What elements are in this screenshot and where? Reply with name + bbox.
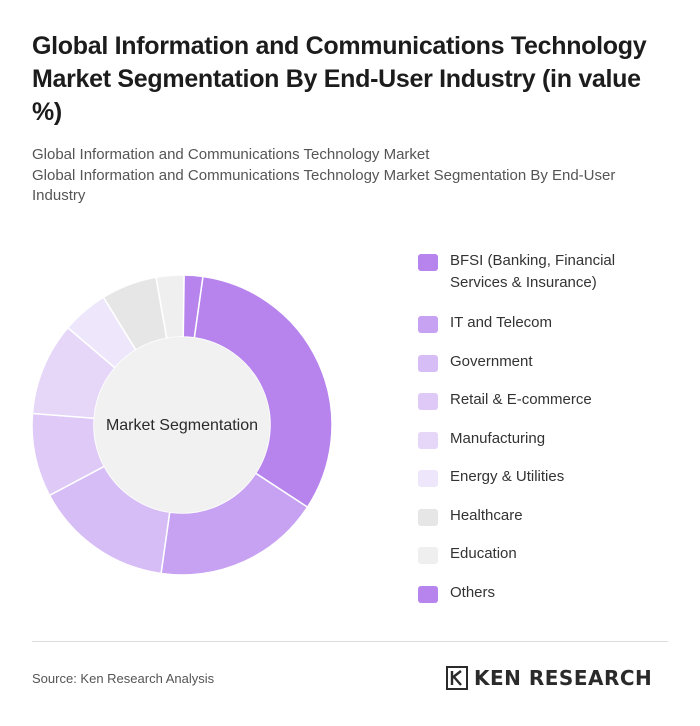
legend-swatch xyxy=(418,547,438,564)
logo-text: KEN RESEARCH xyxy=(474,666,653,690)
legend-item: Retail & E-commerce xyxy=(418,389,670,411)
legend-item: Energy & Utilities xyxy=(418,466,670,488)
legend-label: Education xyxy=(450,545,517,562)
donut-center-label: Market Segmentation xyxy=(106,417,258,434)
legend-label: Others xyxy=(450,584,496,601)
donut-hole xyxy=(94,337,270,513)
legend-label: Healthcare xyxy=(450,507,523,524)
footer-divider xyxy=(32,641,668,642)
legend-item: Manufacturing xyxy=(418,428,670,450)
chart-subtitle-2: Global Information and Communications Te… xyxy=(32,167,616,204)
legend-item: Healthcare xyxy=(418,505,670,527)
legend-item: IT and Telecom xyxy=(418,312,670,334)
chart-title: Global Information and Communications Te… xyxy=(32,32,647,126)
legend-swatch xyxy=(418,432,438,449)
legend-swatch xyxy=(418,470,438,487)
legend-swatch xyxy=(418,509,438,526)
legend-label: Retail & E-commerce xyxy=(450,391,592,408)
legend-label: Manufacturing xyxy=(450,430,546,447)
ken-research-logo: KEN RESEARCH xyxy=(446,663,652,693)
legend-label: IT and Telecom xyxy=(450,314,553,331)
ken-research-logo-icon xyxy=(446,666,468,690)
legend-item: BFSI (Banking, Financial Services & Insu… xyxy=(418,250,670,294)
legend-label: Energy & Utilities xyxy=(450,468,565,485)
legend-swatch xyxy=(418,316,438,333)
legend-label: BFSI (Banking, Financial Services & Insu… xyxy=(450,252,616,291)
legend-label: Government xyxy=(450,353,533,370)
legend-item: Government xyxy=(418,351,670,373)
chart-subtitle-1: Global Information and Communications Te… xyxy=(32,146,430,163)
legend-item: Others xyxy=(418,582,670,604)
donut-slices xyxy=(31,274,333,576)
legend-swatch xyxy=(418,393,438,410)
donut-chart: Market Segmentation xyxy=(31,274,333,576)
legend-swatch xyxy=(418,355,438,372)
legend-swatch xyxy=(418,254,438,271)
source-note: Source: Ken Research Analysis xyxy=(32,671,215,686)
legend-swatch xyxy=(418,586,438,603)
legend-item: Education xyxy=(418,543,670,565)
